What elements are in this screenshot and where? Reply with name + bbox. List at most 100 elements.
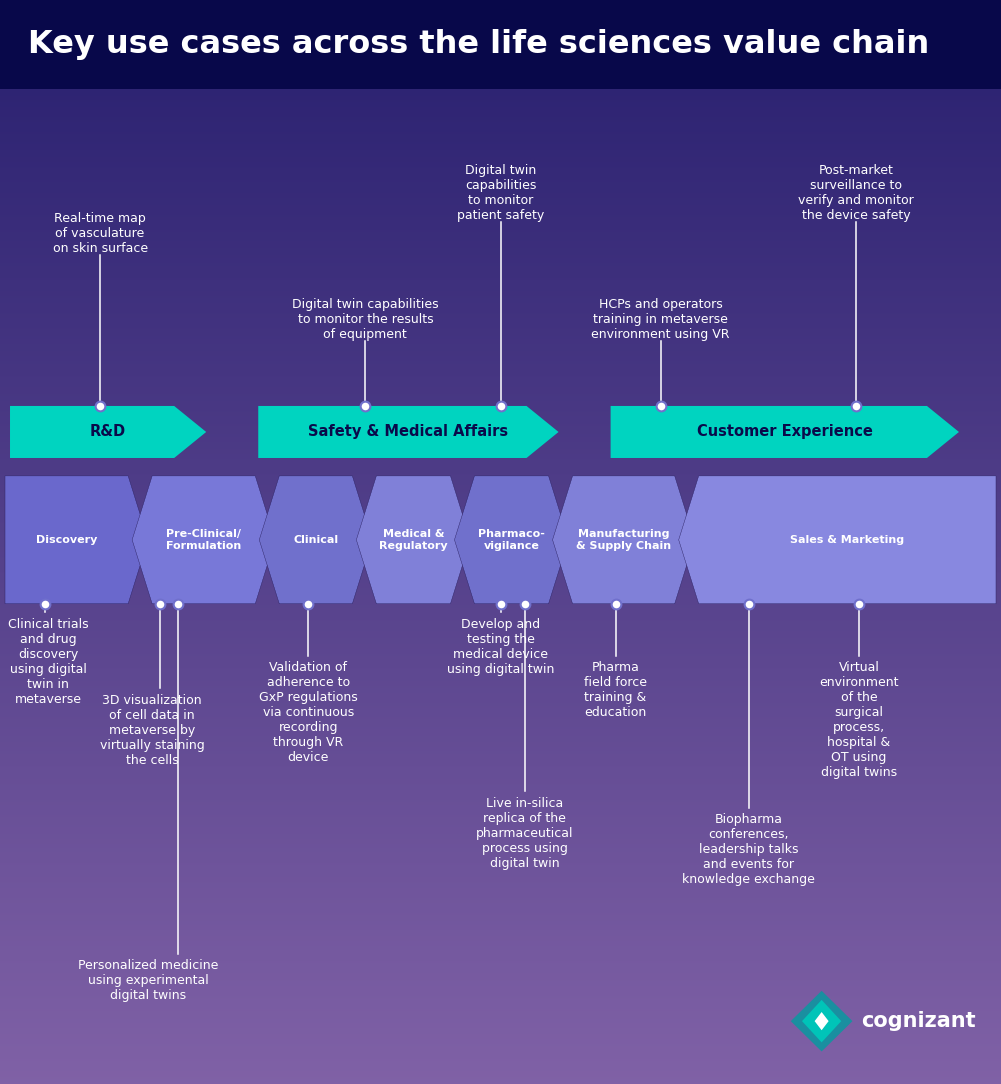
Bar (0, 89, 1001, 91)
Bar (0, 354, 1001, 356)
Bar (0, 643, 1001, 645)
Bar (0, 905, 1001, 906)
Bar (0, 446, 1001, 447)
Bar (0, 736, 1001, 737)
Bar (0, 577, 1001, 578)
Bar (0, 514, 1001, 515)
Text: Pharma
field force
training &
education: Pharma field force training & education (585, 661, 647, 720)
Bar (0, 628, 1001, 630)
Bar (0, 664, 1001, 666)
Bar (0, 326, 1001, 327)
Bar (0, 762, 1001, 764)
Bar (0, 1028, 1001, 1030)
Bar (0, 683, 1001, 684)
Bar (0, 276, 1001, 278)
Bar (0, 249, 1001, 251)
Bar (0, 916, 1001, 918)
Bar (0, 91, 1001, 92)
Bar (0, 324, 1001, 326)
Bar (0, 656, 1001, 658)
Bar (0, 630, 1001, 631)
Bar (0, 867, 1001, 868)
Bar (0, 859, 1001, 860)
Bar (0, 318, 1001, 320)
Bar (0, 198, 1001, 201)
Bar (0, 1037, 1001, 1040)
Bar (0, 224, 1001, 227)
Bar (0, 404, 1001, 405)
Text: Pharmaco-
vigilance: Pharmaco- vigilance (478, 529, 545, 551)
Bar (0, 157, 1001, 158)
Bar (0, 154, 1001, 155)
Bar (0, 251, 1001, 253)
Bar (0, 293, 1001, 295)
Polygon shape (802, 999, 841, 1043)
Bar (0, 122, 1001, 124)
Polygon shape (791, 991, 853, 1051)
Bar (0, 327, 1001, 330)
Bar (0, 996, 1001, 997)
Bar (0, 615, 1001, 617)
Bar (0, 680, 1001, 681)
Bar (0, 399, 1001, 401)
Bar (0, 99, 1001, 101)
Bar (0, 655, 1001, 656)
Bar (0, 309, 1001, 311)
Text: Discovery: Discovery (36, 534, 97, 545)
Bar (0, 127, 1001, 129)
Bar (0, 280, 1001, 281)
Bar (0, 608, 1001, 609)
Bar (0, 392, 1001, 395)
Bar (0, 711, 1001, 712)
Bar (0, 139, 1001, 140)
Bar (0, 267, 1001, 268)
Bar (0, 780, 1001, 783)
Bar (0, 1003, 1001, 1005)
Bar (0, 1030, 1001, 1031)
Bar (0, 865, 1001, 867)
Bar (0, 408, 1001, 409)
Bar (0, 1056, 1001, 1058)
Bar (0, 248, 1001, 249)
Bar (0, 443, 1001, 446)
Bar (0, 387, 1001, 389)
Bar (0, 906, 1001, 908)
Bar (0, 186, 1001, 189)
Bar (0, 427, 1001, 429)
Bar (0, 959, 1001, 962)
Bar (0, 1075, 1001, 1077)
Bar (0, 94, 1001, 95)
Bar (0, 447, 1001, 449)
Bar (0, 758, 1001, 759)
Bar (0, 124, 1001, 126)
Bar (0, 1049, 1001, 1050)
Bar (0, 772, 1001, 774)
Text: Pre-Clinical/
Formulation: Pre-Clinical/ Formulation (166, 529, 241, 551)
Bar (0, 765, 1001, 767)
Bar (0, 430, 1001, 433)
Bar (0, 830, 1001, 831)
Bar (0, 512, 1001, 514)
Bar (0, 718, 1001, 719)
Bar (0, 747, 1001, 749)
Bar (0, 701, 1001, 702)
Bar (0, 1009, 1001, 1011)
Bar (0, 442, 1001, 443)
Bar (0, 417, 1001, 418)
Bar (0, 289, 1001, 292)
Bar (0, 971, 1001, 972)
Bar (0, 805, 1001, 806)
Bar (0, 890, 1001, 892)
Bar (0, 590, 1001, 592)
Bar (0, 558, 1001, 560)
Bar (0, 567, 1001, 568)
Bar (0, 708, 1001, 709)
Bar (0, 712, 1001, 714)
Bar (0, 173, 1001, 176)
Bar (0, 862, 1001, 864)
Bar (0, 351, 1001, 352)
Bar (0, 943, 1001, 944)
Polygon shape (815, 1012, 829, 1030)
Bar (0, 899, 1001, 900)
Bar (0, 227, 1001, 229)
